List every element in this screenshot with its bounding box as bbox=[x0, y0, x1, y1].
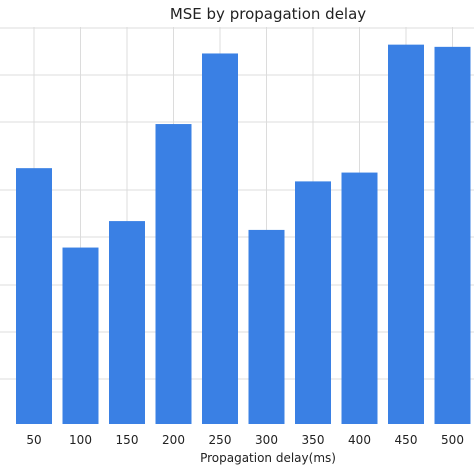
x-tick-label: 500 bbox=[441, 433, 464, 447]
x-tick-label: 50 bbox=[26, 433, 41, 447]
bar-400 bbox=[341, 172, 378, 424]
x-tick-label: 400 bbox=[348, 433, 371, 447]
x-tick-label: 300 bbox=[255, 433, 278, 447]
bar-450 bbox=[388, 44, 424, 425]
x-tick-label: 200 bbox=[162, 433, 185, 447]
bar-50 bbox=[16, 168, 52, 424]
bar-350 bbox=[295, 181, 331, 424]
x-tick-label: 350 bbox=[302, 433, 325, 447]
bars bbox=[16, 44, 471, 425]
bar-150 bbox=[109, 221, 145, 424]
x-tick-label: 450 bbox=[395, 433, 418, 447]
x-tick-label: 250 bbox=[209, 433, 232, 447]
chart-title: MSE by propagation delay bbox=[170, 5, 366, 23]
x-tick-label: 100 bbox=[69, 433, 92, 447]
bar-300 bbox=[248, 229, 285, 424]
bar-100 bbox=[62, 247, 99, 424]
bar-250 bbox=[202, 53, 238, 424]
x-axis-label: Propagation delay(ms) bbox=[200, 451, 336, 465]
x-tick-label: 150 bbox=[116, 433, 139, 447]
x-tick-labels: 50 100 150 200 250 300 350 400 450 500 bbox=[26, 433, 464, 447]
bar-200 bbox=[155, 124, 192, 425]
bar-500 bbox=[434, 46, 471, 424]
